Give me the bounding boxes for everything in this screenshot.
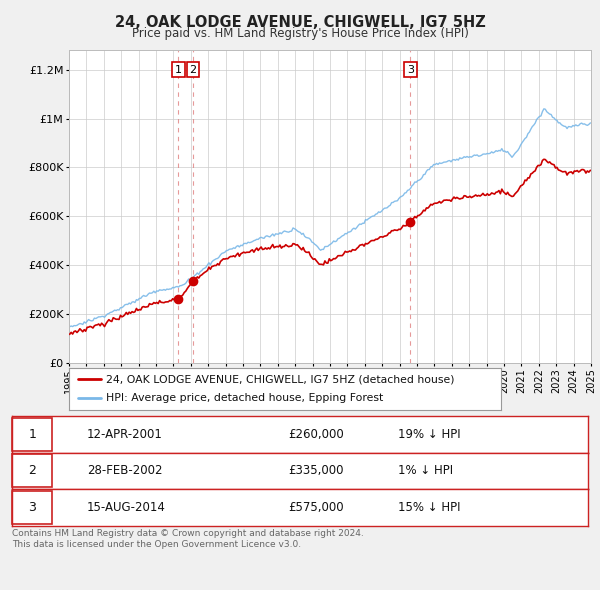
Text: 2: 2: [190, 65, 197, 75]
Text: £575,000: £575,000: [289, 501, 344, 514]
Text: 3: 3: [407, 65, 414, 75]
Text: 12-APR-2001: 12-APR-2001: [87, 428, 163, 441]
Text: Price paid vs. HM Land Registry's House Price Index (HPI): Price paid vs. HM Land Registry's House …: [131, 27, 469, 40]
FancyBboxPatch shape: [12, 491, 52, 524]
Text: 15-AUG-2014: 15-AUG-2014: [87, 501, 166, 514]
Text: 2: 2: [28, 464, 36, 477]
Text: 1% ↓ HPI: 1% ↓ HPI: [398, 464, 453, 477]
Text: Contains HM Land Registry data © Crown copyright and database right 2024.
This d: Contains HM Land Registry data © Crown c…: [12, 529, 364, 549]
Text: HPI: Average price, detached house, Epping Forest: HPI: Average price, detached house, Eppi…: [106, 393, 383, 403]
Text: 28-FEB-2002: 28-FEB-2002: [87, 464, 163, 477]
Text: £335,000: £335,000: [289, 464, 344, 477]
Text: 3: 3: [28, 501, 36, 514]
Text: £260,000: £260,000: [289, 428, 344, 441]
Text: 19% ↓ HPI: 19% ↓ HPI: [398, 428, 461, 441]
Text: 24, OAK LODGE AVENUE, CHIGWELL, IG7 5HZ: 24, OAK LODGE AVENUE, CHIGWELL, IG7 5HZ: [115, 15, 485, 30]
Text: 15% ↓ HPI: 15% ↓ HPI: [398, 501, 460, 514]
FancyBboxPatch shape: [12, 454, 52, 487]
FancyBboxPatch shape: [12, 418, 52, 451]
Text: 24, OAK LODGE AVENUE, CHIGWELL, IG7 5HZ (detached house): 24, OAK LODGE AVENUE, CHIGWELL, IG7 5HZ …: [106, 375, 454, 385]
Text: 1: 1: [175, 65, 182, 75]
Text: 1: 1: [28, 428, 36, 441]
